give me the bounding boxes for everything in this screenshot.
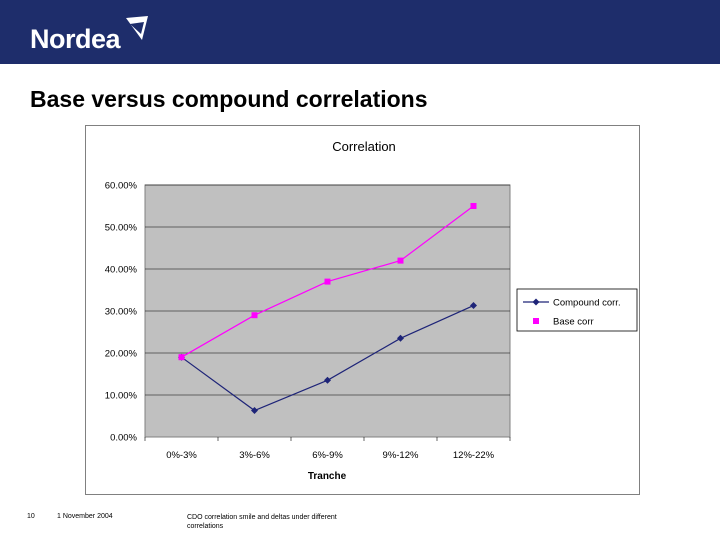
footer-description: CDO correlation smile and deltas under d…	[187, 514, 337, 530]
legend-label: Compound corr.	[553, 298, 621, 309]
series-markers	[178, 203, 477, 415]
data-point	[470, 203, 477, 209]
nordea-logo: Nordea	[30, 14, 152, 54]
y-tick-label: 0.00%	[110, 433, 137, 444]
data-point	[251, 407, 258, 415]
x-tick-label: 0%-3%	[166, 450, 197, 461]
footer-page-number: 10	[27, 513, 35, 520]
data-point	[178, 354, 185, 361]
y-tick-label: 50.00%	[105, 223, 138, 234]
data-point	[324, 376, 331, 384]
legend-marker	[532, 298, 540, 306]
correlation-chart: Correlation 0.00% 10.00% 20.00% 30.00% 40.00…	[105, 139, 638, 482]
x-tick-label: 9%-12%	[383, 450, 419, 461]
chart-frame: Correlation 0.00% 10.00% 20.00% 30.00% 40.00…	[85, 125, 640, 495]
y-tick-label: 10.00%	[105, 391, 138, 402]
data-point	[324, 278, 331, 285]
y-tick-label: 60.00%	[105, 181, 138, 192]
logo-text: Nordea	[30, 24, 121, 54]
header-bar: Nordea	[0, 0, 720, 64]
data-point	[397, 257, 404, 264]
chart-title: Correlation	[332, 139, 396, 154]
y-axis-ticks: 0.00% 10.00% 20.00% 30.00% 40.00% 50.00% 60.00…	[105, 181, 138, 444]
x-tick-label: 6%-9%	[312, 450, 343, 461]
data-point	[470, 302, 477, 310]
slide-title: Base versus compound correlations	[30, 86, 428, 112]
x-axis-label: Tranche	[308, 471, 347, 482]
footer-date: 1 November 2004	[57, 513, 113, 520]
legend-marker	[533, 318, 539, 324]
data-point	[251, 312, 258, 319]
y-tick-label: 20.00%	[105, 349, 138, 360]
gridlines	[145, 184, 510, 396]
legend-label: Base corr	[553, 317, 594, 328]
x-axis-ticks: 0%-3% 3%-6% 6%-9% 9%-12% 12%-22%	[144, 437, 511, 461]
x-tick-label: 12%-22%	[453, 450, 495, 461]
y-tick-label: 30.00%	[105, 307, 138, 318]
data-point	[397, 334, 404, 342]
legend: Compound corr. Base corr	[516, 288, 638, 332]
x-tick-label: 3%-6%	[239, 450, 270, 461]
y-tick-label: 40.00%	[105, 265, 138, 276]
nordea-sail-icon	[126, 16, 149, 40]
